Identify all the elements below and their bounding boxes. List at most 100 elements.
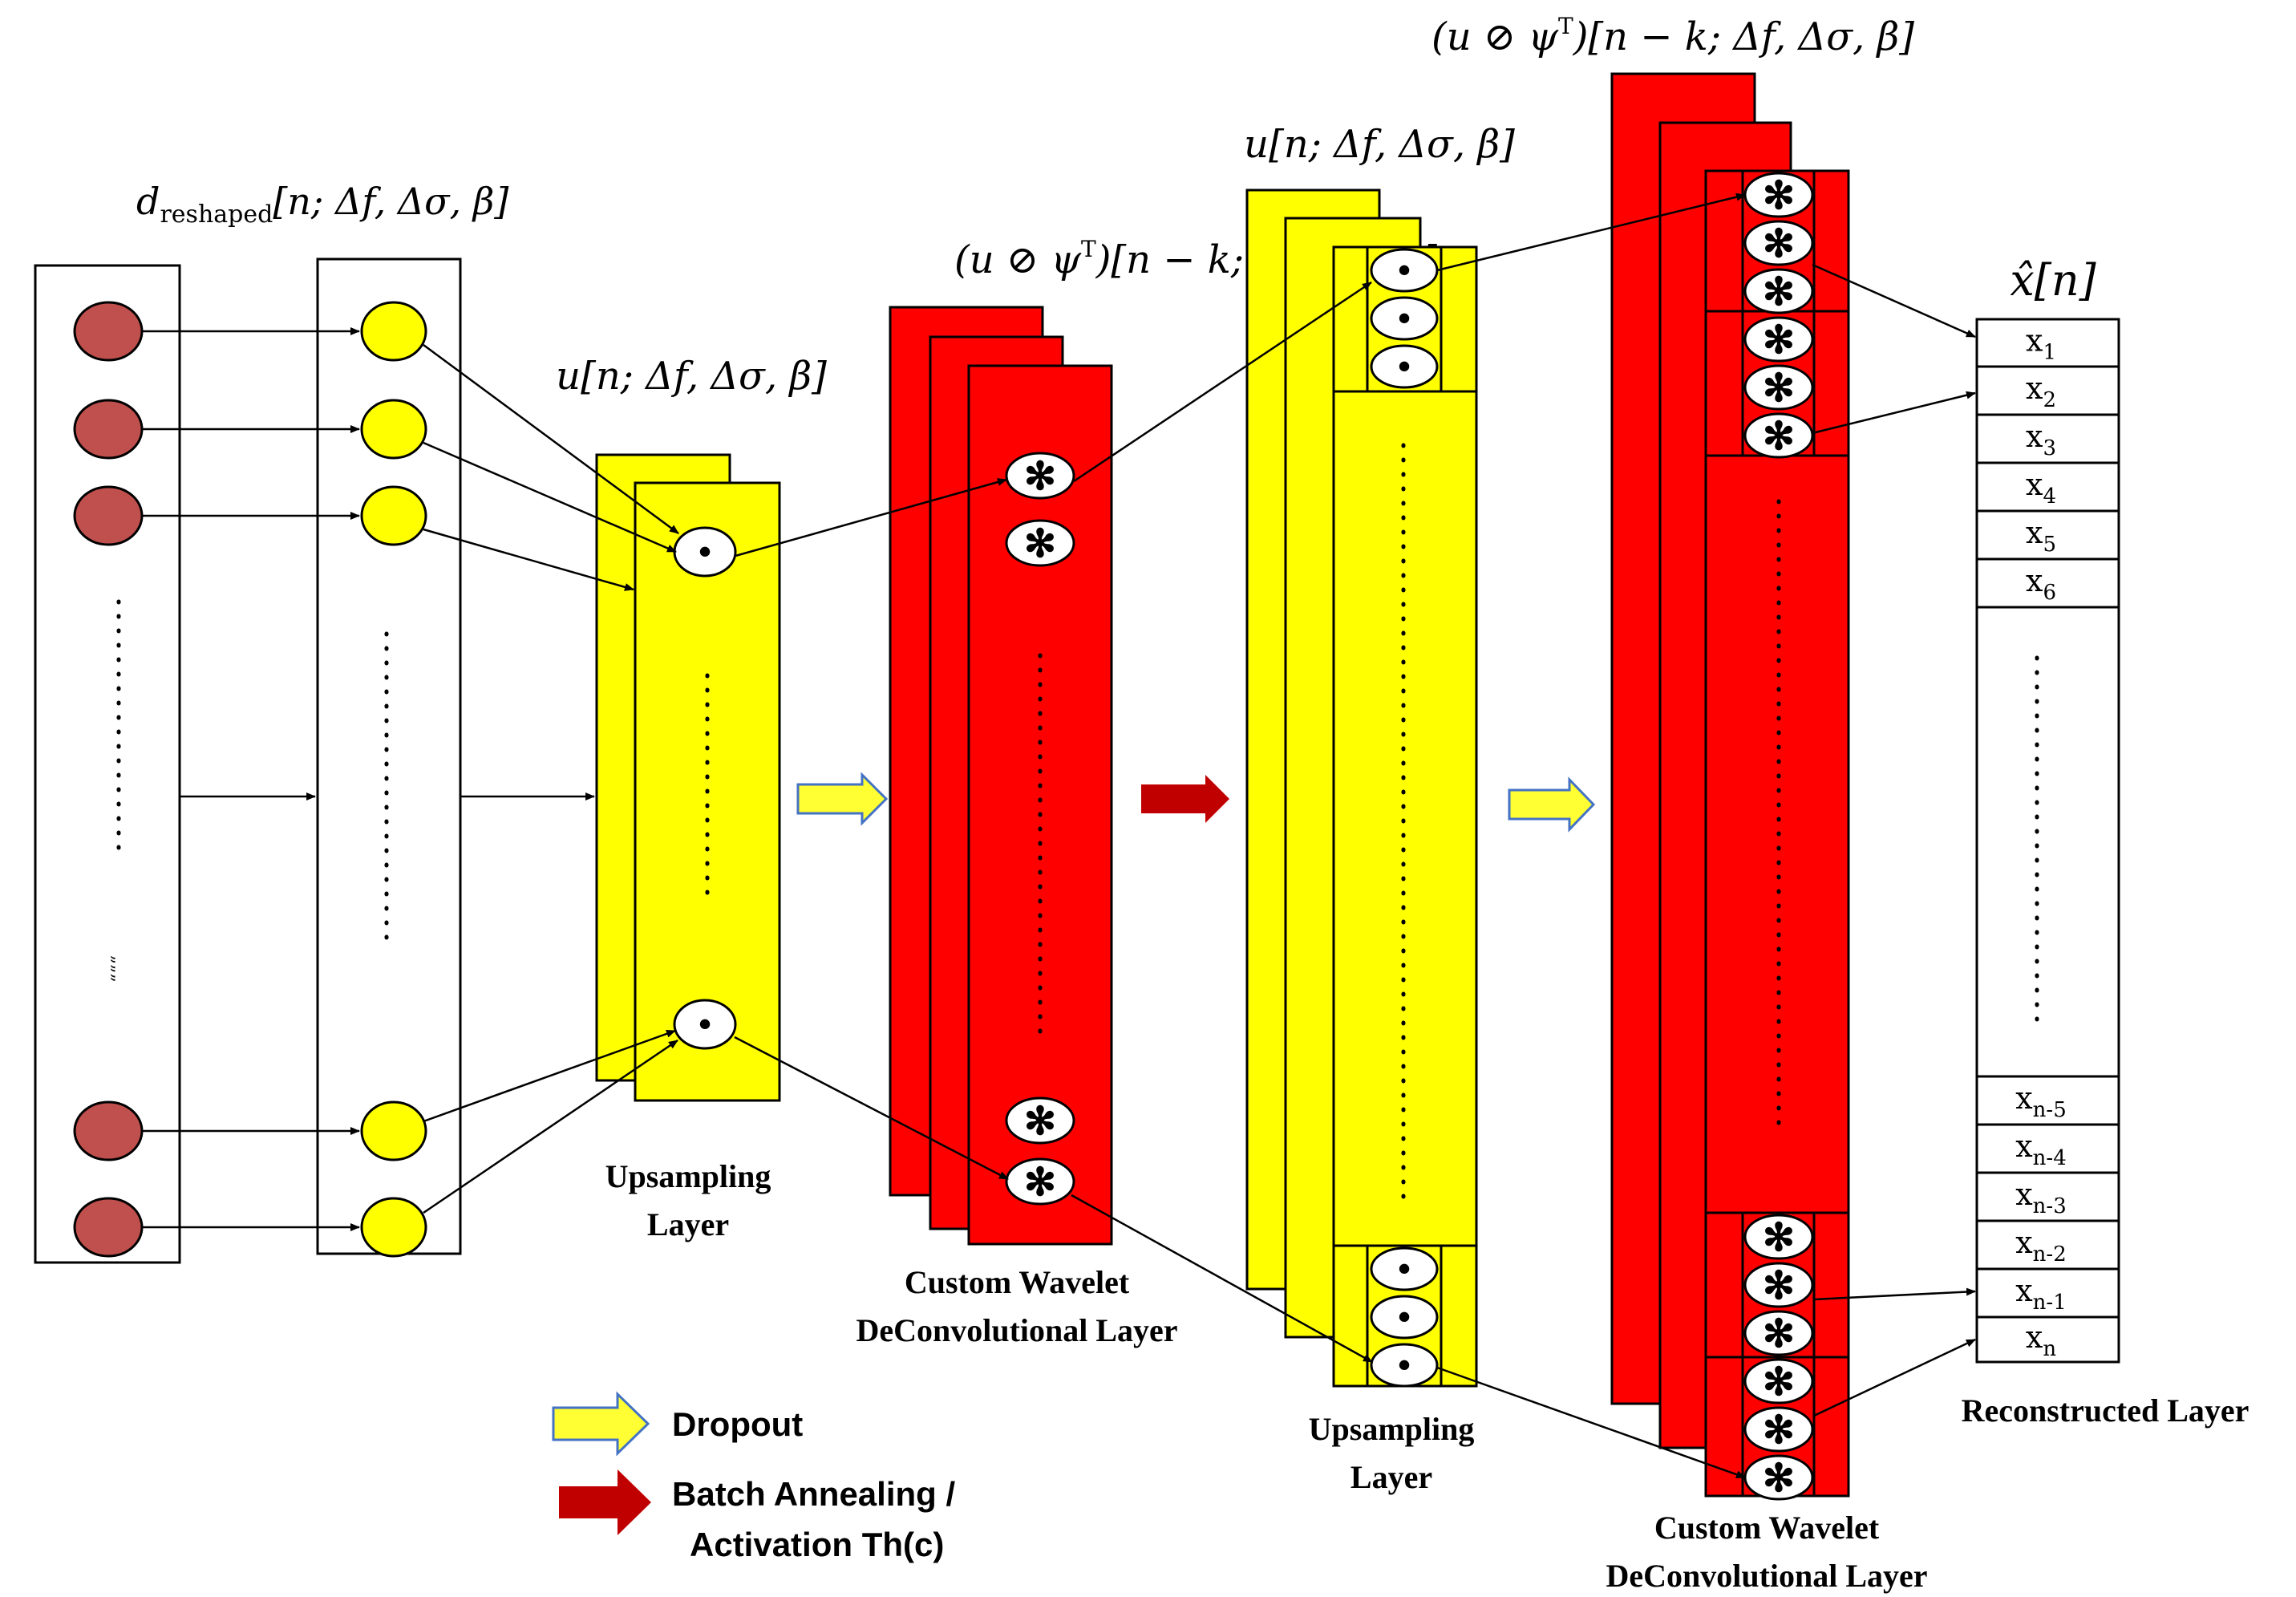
output-cell: [1975, 557, 2120, 609]
deconv-node-symbol: ✻: [1763, 367, 1795, 410]
input-ellipsis-mark: „„„: [108, 955, 128, 983]
deconv-node: [1005, 1157, 1075, 1206]
wavelet-1-line2: DeConvolutional Layer: [856, 1312, 1177, 1348]
connection-arrow: [735, 478, 1007, 557]
wavelet-2-line1: Custom Wavelet: [1654, 1510, 1880, 1546]
upsample-node: •: [699, 1003, 711, 1044]
output-cell-label: x1: [2026, 323, 2056, 365]
output-cell: [1975, 365, 2120, 416]
upsample-node-symbol: •: [1398, 1296, 1411, 1337]
dense-node: [360, 1197, 427, 1258]
dense-node: [360, 1100, 427, 1161]
deconv-node: [1743, 268, 1814, 314]
uconv-label-2: (u ⊘ ψT)[n − k; Δf, Δσ, β]: [1431, 13, 1914, 59]
dense-node: [360, 485, 427, 546]
upsample-node-symbol: •: [1398, 249, 1411, 290]
upsample-node: •: [699, 531, 711, 572]
connection-arrow: [423, 441, 677, 553]
deconv-node-symbol: ✻: [1763, 319, 1795, 362]
deconv-node: [1005, 452, 1075, 500]
output-cell-label: xn-5: [2015, 1080, 2067, 1122]
deconv-node-symbol: ✻: [1024, 1161, 1056, 1204]
wavelet-layer-2: ✻ ✻ ✻ ✻ ✻ ✻ ✻ ✻ ✻ ✻ ✻ ✻: [1610, 72, 1850, 1501]
legend-batch-label-1: Batch Annealing /: [672, 1475, 955, 1513]
upsampling-layer-1: • •: [595, 453, 781, 1102]
deconv-node: [1743, 1310, 1814, 1356]
deconv-node: [1743, 1406, 1814, 1453]
output-cell: [1975, 1267, 2120, 1319]
deconv-node-symbol: ✻: [1763, 223, 1795, 265]
output-cell-label: x3: [2026, 419, 2056, 460]
output-cell-label: xn: [2026, 1319, 2056, 1361]
deconv-node: [1743, 1358, 1814, 1404]
deconv-node: [1005, 519, 1075, 567]
deconv-node-symbol: ✻: [1763, 271, 1795, 314]
legend-dropout-label: Dropout: [672, 1405, 803, 1443]
deconv-node: [1743, 316, 1814, 363]
output-cell: [1975, 1075, 2120, 1126]
deconv-node: [1005, 1096, 1075, 1145]
upsample-node-symbol: •: [1398, 1344, 1411, 1385]
connection-arrow: [423, 1039, 678, 1214]
input-layer: „„„: [34, 264, 181, 1264]
connection-arrow: [1813, 1338, 1976, 1417]
deconv-node: [1743, 364, 1814, 411]
upsampling-1-line1: Upsampling: [605, 1158, 771, 1194]
reconstructed-layer: x1 x2 x3 x4 x5 x6 xn-5 xn-4 xn-3 xn-2 xn-1xn: [1975, 318, 2120, 1364]
connections: [142, 193, 1976, 1479]
deconv-node-symbol: ✻: [1024, 456, 1056, 498]
batch-arrow-1: [1141, 775, 1229, 823]
output-cell: [1975, 1315, 2120, 1364]
legend: Dropout Batch Annealing / Activation Th(…: [552, 1391, 955, 1563]
connection-arrow: [1812, 391, 1976, 435]
input-node: [73, 1197, 144, 1258]
upsample-node: [1370, 296, 1439, 341]
output-cell: [1975, 413, 2120, 464]
upsample-node-symbol: •: [1398, 1248, 1411, 1289]
wavelet-layer-1: ✻ ✻ ✻ ✻: [889, 306, 1113, 1246]
input-node: [73, 301, 144, 362]
output-cell-label: xn-3: [2015, 1177, 2067, 1218]
deconv-node-symbol: ✻: [1763, 415, 1795, 458]
output-cell-label: x2: [2026, 371, 2056, 412]
upsample-node: [1370, 1295, 1439, 1340]
reconstructed-label: Reconstructed Layer: [1962, 1392, 2249, 1429]
output-cell-label: x4: [2026, 467, 2056, 509]
u-label-2: u[n; Δf, Δσ, β]: [1244, 122, 1515, 167]
output-cell-label: x5: [2026, 515, 2056, 557]
output-cell: [1975, 461, 2120, 513]
legend-batch-icon: [559, 1469, 651, 1535]
wavelet-2-line2: DeConvolutional Layer: [1606, 1558, 1927, 1594]
connection-arrow: [423, 1029, 676, 1123]
deconv-node-symbol: ✻: [1763, 175, 1795, 217]
dropout-arrow-2: [1508, 776, 1596, 833]
input-node: [73, 485, 144, 546]
deconv-node: [1743, 220, 1814, 266]
upsample-node: [1370, 1246, 1439, 1291]
legend-dropout-icon: [552, 1391, 650, 1457]
upsample-node-symbol: •: [1398, 298, 1411, 338]
output-cell-label: xn-2: [2015, 1225, 2067, 1267]
connection-arrow: [1812, 263, 1976, 338]
deconv-node-symbol: ✻: [1024, 1100, 1056, 1143]
output-cell: [1975, 509, 2120, 561]
deconv-node-symbol: ✻: [1763, 1265, 1795, 1307]
deconv-node-symbol: ✻: [1763, 1457, 1795, 1500]
deconv-node: [1743, 1262, 1814, 1308]
deconv-node-symbol: ✻: [1763, 1409, 1795, 1452]
output-cell-label: x6: [2026, 563, 2056, 605]
deconv-node-symbol: ✻: [1024, 523, 1056, 565]
upsample-node: [1370, 1343, 1439, 1388]
deconv-node-symbol: ✻: [1763, 1361, 1795, 1404]
dense-layer: [316, 257, 462, 1258]
output-cell-label: xn-1: [2015, 1273, 2067, 1315]
output-cell: [1975, 318, 2120, 368]
connection-arrow: [1071, 1194, 1373, 1364]
deconv-node-symbol: ✻: [1763, 1217, 1795, 1259]
upsample-node: [1370, 344, 1439, 389]
upsampling-2-line2: Layer: [1350, 1459, 1432, 1495]
d-reshaped-label: dreshaped[n; Δf, Δσ, β]: [136, 180, 508, 229]
connection-arrow: [1813, 1287, 1976, 1301]
output-cell: [1975, 1219, 2120, 1271]
